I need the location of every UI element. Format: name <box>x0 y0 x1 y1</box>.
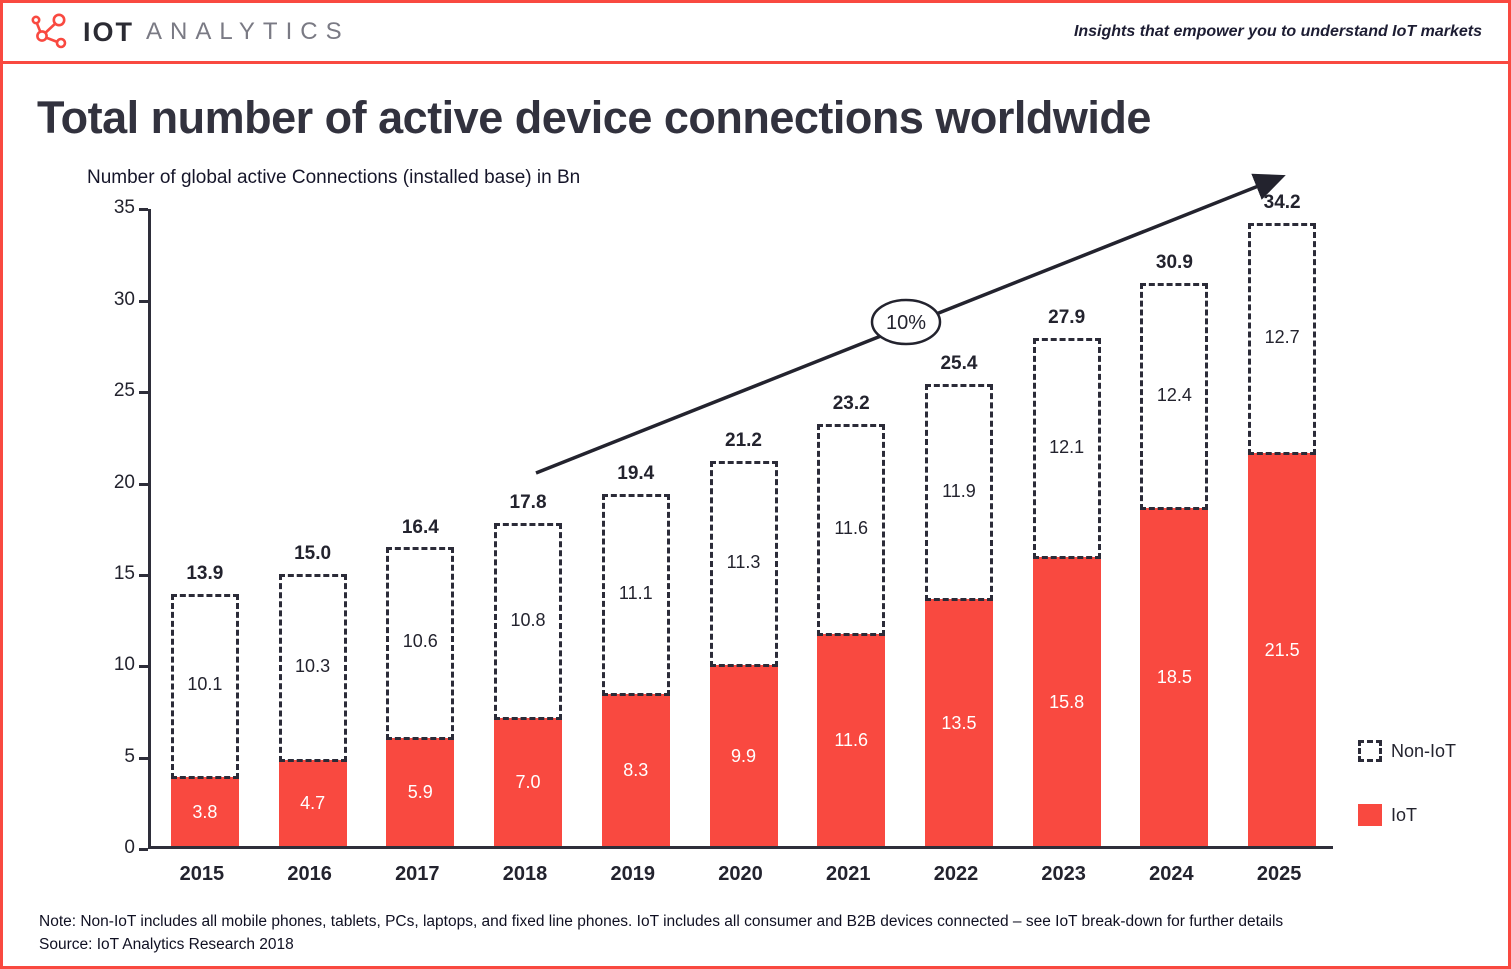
value-label-iot-2016: 4.7 <box>300 793 326 814</box>
bar-non-iot-2017 <box>386 546 455 741</box>
x-tick-label-2022: 2022 <box>933 863 979 886</box>
value-label-non-iot-2020: 11.3 <box>726 551 761 572</box>
x-tick-label-2019: 2019 <box>610 863 656 886</box>
value-label-non-iot-2024: 12.4 <box>1156 384 1192 405</box>
value-label-non-iot-2018: 10.8 <box>510 609 546 630</box>
bar-iot-2025 <box>1248 453 1317 847</box>
bar-iot-2023 <box>1032 557 1101 847</box>
legend-item-non-iot: Non-IoT <box>1358 740 1457 763</box>
value-label-iot-2019: 8.3 <box>623 760 649 781</box>
bar-non-iot-2019 <box>601 493 670 697</box>
value-label-non-iot-2025: 12.7 <box>1264 327 1300 347</box>
brand-logo: IOT ANALYTICS <box>29 12 350 52</box>
total-label-2023: 27.9 <box>1048 307 1086 329</box>
total-label-2022: 25.4 <box>940 352 978 374</box>
value-label-iot-2015: 3.8 <box>192 801 218 822</box>
x-tick-label-2016: 2016 <box>287 863 332 886</box>
total-label-2021: 23.2 <box>832 393 870 415</box>
y-tick-label-0: 0 <box>124 837 135 859</box>
non-iot-swatch <box>1358 740 1382 763</box>
bar-non-iot-2018 <box>494 522 563 721</box>
source-line: Source: IoT Analytics Research 2018 <box>39 935 294 953</box>
legend-item-iot: IoT <box>1358 804 1456 827</box>
plot-area: 10% 3.8 10.1 13.9 4.7 10.3 15.0 5.9 10.6 16.4 7.0… <box>148 173 1333 850</box>
bar-iot-2015 <box>170 776 239 847</box>
value-label-non-iot-2022: 11.9 <box>942 480 976 501</box>
total-label-2016: 15.0 <box>294 542 332 564</box>
value-label-iot-2021: 11.6 <box>834 730 869 751</box>
total-label-2015: 13.9 <box>186 563 224 585</box>
total-label-2019: 19.4 <box>617 462 655 484</box>
x-tick-label-2017: 2017 <box>395 863 440 886</box>
x-tick-label-2021: 2021 <box>825 863 871 886</box>
footnote: Note: Non-IoT includes all mobile phones… <box>39 911 1283 956</box>
value-label-iot-2018: 7.0 <box>515 772 541 793</box>
total-label-2017: 16.4 <box>401 517 439 539</box>
total-label-2024: 30.9 <box>1155 252 1193 274</box>
legend-label-iot: IoT <box>1391 804 1418 825</box>
header-tagline: Insights that empower you to understand … <box>1073 23 1482 40</box>
x-tick-label-2015: 2015 <box>179 863 225 886</box>
bar-iot-2020 <box>709 665 778 847</box>
growth-annotation-bubble <box>870 299 942 346</box>
y-tick-mark-5 <box>139 756 148 760</box>
x-tick-label-2018: 2018 <box>502 863 548 886</box>
y-tick-mark-0 <box>139 848 148 852</box>
x-tick-label-2020: 2020 <box>718 863 763 886</box>
y-tick-label-5: 5 <box>124 745 135 767</box>
iot-swatch <box>1358 804 1382 827</box>
y-tick-label-25: 25 <box>113 380 135 402</box>
bar-iot-2017 <box>386 738 455 847</box>
total-label-2020: 21.2 <box>725 429 762 451</box>
brand-name-secondary: ANALYTICS <box>146 18 350 45</box>
y-tick-label-30: 30 <box>113 288 135 310</box>
value-label-non-iot-2016: 10.3 <box>295 656 331 677</box>
x-tick-label-2023: 2023 <box>1041 863 1086 886</box>
bar-non-iot-2016 <box>278 573 347 763</box>
y-tick-mark-35 <box>139 208 148 212</box>
bar-iot-2018 <box>494 718 563 847</box>
value-label-iot-2017: 5.9 <box>407 782 433 803</box>
value-label-iot-2022: 13.5 <box>941 712 977 733</box>
y-tick-mark-15 <box>139 573 148 577</box>
y-tick-mark-30 <box>139 299 148 303</box>
header: IOT ANALYTICS Insights that empower you … <box>3 3 1508 64</box>
y-tick-label-20: 20 <box>113 471 135 493</box>
bar-iot-2024 <box>1140 507 1209 847</box>
value-label-non-iot-2023: 12.1 <box>1049 436 1085 457</box>
y-tick-label-35: 35 <box>113 197 135 219</box>
bar-iot-2022 <box>924 599 993 847</box>
bar-iot-2016 <box>278 760 347 847</box>
y-tick-mark-25 <box>139 391 148 395</box>
value-label-iot-2025: 21.5 <box>1264 639 1300 660</box>
growth-annotation-label: 10% <box>886 312 926 334</box>
y-tick-mark-20 <box>139 482 148 486</box>
bar-iot-2019 <box>601 694 670 847</box>
legend: Non-IoT IoT <box>1358 740 1457 827</box>
y-tick-label-15: 15 <box>113 562 135 584</box>
x-tick-label-2025: 2025 <box>1256 863 1302 886</box>
total-label-2018: 17.8 <box>509 491 547 513</box>
bar-non-iot-2015 <box>170 594 239 779</box>
legend-label-non-iot: Non-IoT <box>1391 740 1457 761</box>
brand-name-primary: IOT <box>83 16 134 47</box>
page-title: Total number of active device connection… <box>37 92 1151 143</box>
value-label-iot-2020: 9.9 <box>730 745 757 766</box>
value-label-non-iot-2021: 11.6 <box>834 518 869 539</box>
bar-iot-2021 <box>817 634 886 847</box>
value-label-iot-2024: 18.5 <box>1156 667 1192 688</box>
y-tick-mark-10 <box>139 665 148 669</box>
value-label-non-iot-2019: 11.1 <box>618 583 653 603</box>
y-axis-title: Number of global active Connections (ins… <box>87 167 581 189</box>
y-tick-label-10: 10 <box>113 654 135 676</box>
value-label-non-iot-2015: 10.1 <box>187 674 223 695</box>
value-label-non-iot-2017: 10.6 <box>402 631 438 652</box>
note-line: Note: Non-IoT includes all mobile phones… <box>39 913 1284 931</box>
iot-analytics-logo-icon <box>29 12 73 52</box>
value-label-iot-2023: 15.8 <box>1049 691 1085 712</box>
chart: 10% 3.8 10.1 13.9 4.7 10.3 15.0 5.9 10.6 16.4 7.0… <box>63 173 1508 895</box>
x-tick-label-2024: 2024 <box>1149 863 1194 886</box>
total-label-2025: 34.2 <box>1263 191 1301 213</box>
